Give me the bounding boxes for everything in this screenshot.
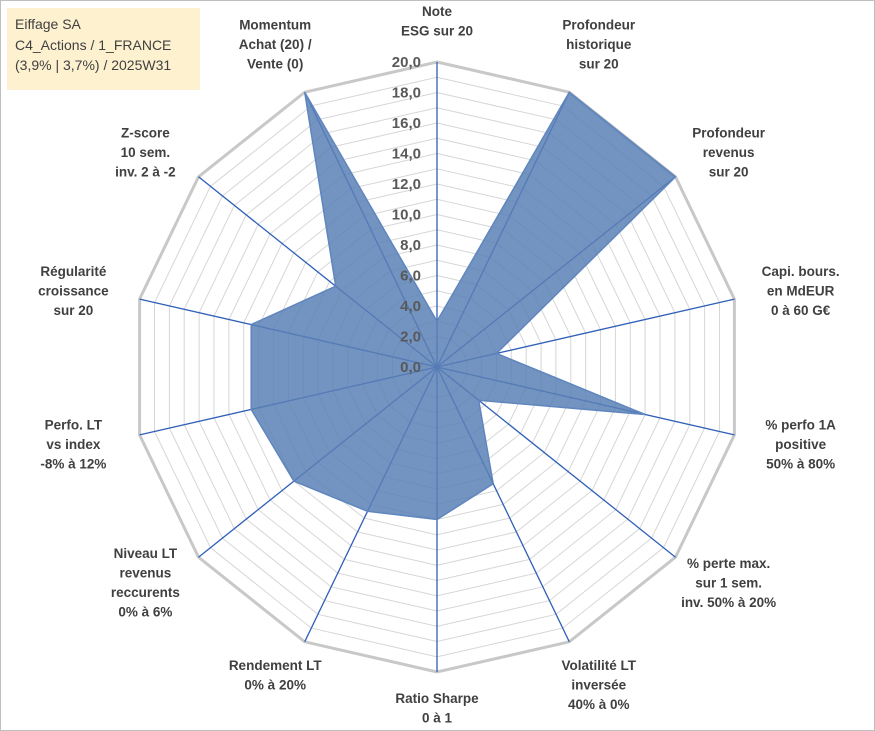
category-label: Profondeur historique sur 20	[562, 17, 635, 71]
category-label: Capi. bours. en MdEUR 0 à 60 G€	[762, 264, 840, 318]
category-label: Régularité croissance sur 20	[38, 264, 109, 318]
category-label: % perte max. sur 1 sem. inv. 50% à 20%	[681, 556, 776, 610]
tick-label: 14,0	[392, 146, 421, 163]
portfolio-path: C4_Actions / 1_FRANCE	[15, 36, 172, 53]
tick-label: 6,0	[400, 268, 421, 285]
category-label: Niveau LT revenus reccurents 0% à 6%	[111, 546, 180, 620]
category-label: Z-score 10 sem. inv. 2 à -2	[115, 126, 176, 180]
tick-label: 18,0	[392, 85, 421, 102]
series-area	[250, 91, 677, 521]
category-label: Volatilité LT inversée 40% à 0%	[562, 658, 637, 712]
radial-tick-labels: 0,0 2,0 4,0 6,0 8,0 10,0 12,0 14,0 16,0 18,0 20,0	[392, 54, 421, 376]
category-label: Momentum Achat (20) / Vente (0)	[239, 17, 312, 71]
tick-label: 0,0	[400, 359, 421, 376]
tick-label: 16,0	[392, 115, 421, 132]
tick-label: 4,0	[400, 298, 421, 315]
category-label: Profondeur revenus sur 20	[692, 126, 765, 180]
tick-label: 20,0	[392, 54, 421, 71]
category-label: % perfo 1A positive 50% à 80%	[765, 418, 836, 472]
category-label: Perfo. LT vs index -8% à 12%	[40, 418, 106, 472]
tick-label: 10,0	[392, 207, 421, 224]
category-label: Note ESG sur 20	[401, 4, 473, 39]
tick-label: 8,0	[400, 237, 421, 254]
period-label: (3,9% | 3,7%) / 2025W31	[15, 57, 172, 73]
tick-label: 12,0	[392, 176, 421, 193]
info-box: Eiffage SA C4_Actions / 1_FRANCE (3,9% |…	[7, 8, 200, 90]
tick-label: 2,0	[400, 329, 421, 346]
category-labels: Note ESG sur 20 Profondeur historique sur 20…	[38, 4, 839, 726]
radar-series	[250, 91, 677, 521]
category-label: Rendement LT 0% à 20%	[229, 658, 323, 693]
company-name: Eiffage SA	[15, 16, 81, 32]
category-label: Ratio Sharpe 0 à 1	[395, 691, 479, 726]
